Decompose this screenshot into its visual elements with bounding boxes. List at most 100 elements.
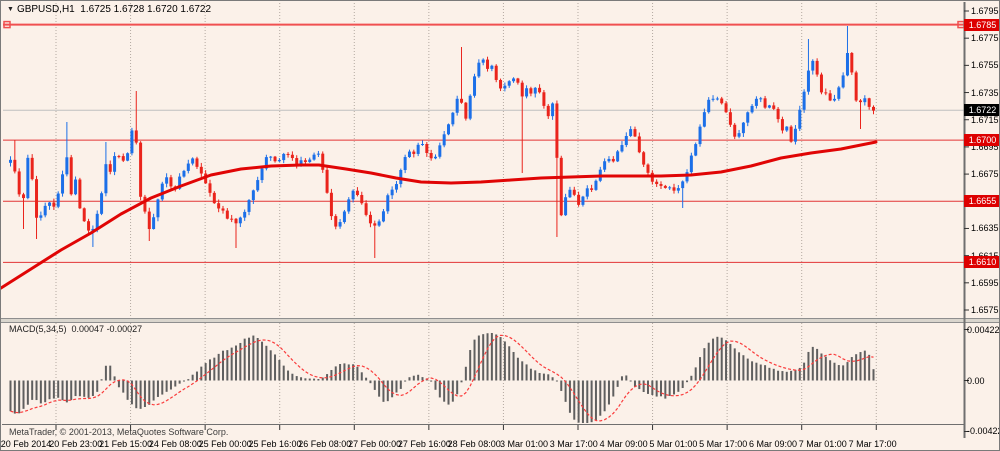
macd-histogram-bar — [26, 380, 29, 405]
macd-histogram-bar — [135, 380, 138, 409]
macd-histogram-bar — [213, 357, 216, 381]
time-axis-label: 27 Feb 16:00 — [397, 439, 451, 449]
candle-body — [681, 181, 685, 189]
candle-body — [416, 144, 420, 154]
candle-body — [433, 156, 437, 159]
candle-body — [789, 126, 793, 142]
candle-body — [399, 170, 403, 185]
macd-signal-line — [10, 334, 874, 422]
candle-body — [238, 217, 242, 224]
macd-histogram-bar — [590, 380, 593, 423]
candle-body — [507, 81, 511, 86]
macd-histogram-bar — [872, 369, 875, 381]
candle-body — [689, 155, 693, 173]
chart-title: ▼ GBPUSD,H1 1.6725 1.6728 1.6720 1.6722 — [7, 4, 211, 16]
candle-body — [412, 151, 416, 154]
ohlc-open: 1.6725 — [80, 4, 111, 15]
macd-histogram-bar — [833, 362, 836, 381]
macd-histogram-bar — [243, 338, 246, 381]
symbol-period-label: GBPUSD,H1 — [16, 4, 75, 15]
time-axis-label: 4 Mar 09:00 — [599, 439, 648, 449]
candle-body — [685, 172, 689, 182]
macd-histogram-bar — [18, 380, 21, 414]
candle-body — [234, 218, 238, 224]
macd-histogram-bar — [746, 358, 749, 381]
macd-histogram-bar — [13, 380, 16, 414]
macd-histogram-bar — [156, 380, 159, 397]
ohlc-close: 1.6722 — [180, 4, 212, 15]
candle-body — [850, 53, 854, 73]
macd-histogram-bar — [221, 350, 224, 381]
macd-histogram-bar — [629, 380, 632, 382]
pane-separator[interactable] — [1, 318, 1000, 323]
macd-histogram-bar — [473, 339, 476, 381]
candle-body — [572, 189, 576, 195]
candle-body — [546, 105, 550, 117]
candle-body — [30, 157, 34, 180]
moving-average-line[interactable] — [1, 140, 878, 290]
macd-histogram-bar — [265, 345, 268, 381]
candle-body — [455, 98, 459, 113]
macd-histogram-bar — [772, 368, 775, 381]
macd-histogram-bar — [664, 380, 667, 399]
candle-body — [74, 179, 78, 195]
candle-body — [13, 159, 17, 172]
time-axis-label: 25 Feb 00:00 — [198, 439, 252, 449]
macd-histogram-bar — [178, 380, 181, 384]
candle-body — [377, 221, 381, 226]
macd-histogram-bar — [70, 380, 73, 401]
candle-body — [603, 161, 607, 170]
macd-histogram-bar — [83, 380, 86, 397]
macd-histogram-bar — [356, 366, 359, 381]
price-axis-label: 1.6795 — [971, 6, 999, 16]
candle-body — [520, 82, 524, 97]
macd-histogram-bar — [586, 380, 589, 423]
candle-body — [616, 151, 620, 162]
macd-histogram-bar — [620, 376, 623, 381]
macd-histogram-bar — [208, 359, 211, 381]
macd-histogram-bar — [313, 378, 316, 381]
candle-body — [69, 157, 73, 195]
macd-histogram-bar — [386, 380, 389, 402]
macd-histogram-bar — [282, 365, 285, 381]
candle-body — [525, 88, 529, 97]
macd-histogram-bar — [660, 380, 663, 397]
macd-histogram-bar — [542, 373, 545, 381]
candle-body — [325, 169, 329, 193]
candle-body — [217, 203, 221, 209]
macd-histogram-bar — [412, 375, 415, 381]
macd-histogram-bar — [599, 380, 602, 416]
macd-histogram-bar — [495, 334, 498, 381]
candle-body — [282, 153, 286, 161]
macd-histogram-bar — [816, 348, 819, 381]
macd-histogram-bar — [512, 351, 515, 381]
macd-histogram-bar — [612, 380, 615, 397]
candle-body — [815, 60, 819, 75]
hline-handle[interactable] — [3, 20, 11, 29]
candle-body — [152, 217, 156, 230]
candle-body — [629, 129, 633, 137]
macd-histogram-bar — [421, 377, 424, 381]
macd-histogram-bar — [460, 380, 463, 383]
candle-body — [381, 211, 385, 222]
time-axis-label: 5 Mar 17:00 — [699, 439, 748, 449]
time-axis-label: 28 Feb 08:00 — [447, 439, 501, 449]
macd-histogram-bar — [668, 380, 671, 396]
macd-histogram-bar — [607, 380, 610, 405]
macd-histogram-bar — [256, 338, 259, 381]
candle-body — [754, 98, 758, 106]
macd-histogram-bar — [48, 380, 51, 400]
candle-body — [577, 194, 581, 205]
macd-histogram-bar — [490, 332, 493, 381]
time-axis-label: 26 Feb 08:00 — [298, 439, 352, 449]
candle-body — [481, 59, 485, 63]
macd-histogram-bar — [694, 367, 697, 381]
macd-histogram-bar — [304, 378, 307, 381]
macd-histogram-bar — [768, 367, 771, 381]
macd-histogram-bar — [373, 380, 376, 390]
price-axis-label: 1.6715 — [971, 114, 999, 125]
candle-body — [355, 190, 359, 196]
candle-body — [295, 158, 299, 166]
candle-body — [637, 136, 641, 153]
